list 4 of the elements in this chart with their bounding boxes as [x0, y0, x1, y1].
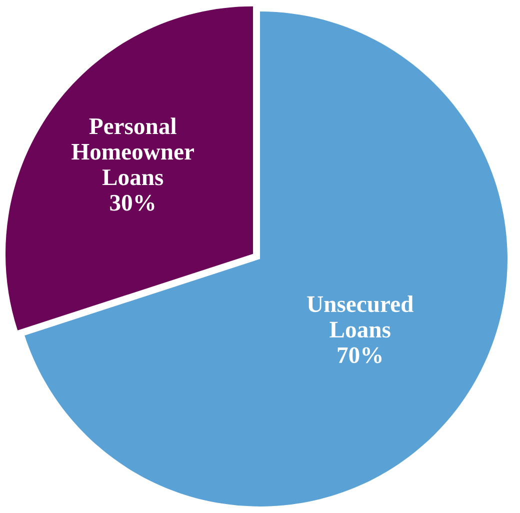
- data-label: 70%: [338, 347, 382, 364]
- data-label: 30%: [110, 194, 154, 211]
- slice-label: Unsecured Loans: [307, 296, 414, 338]
- slice-label: Personal Homeowner Loans: [72, 118, 194, 186]
